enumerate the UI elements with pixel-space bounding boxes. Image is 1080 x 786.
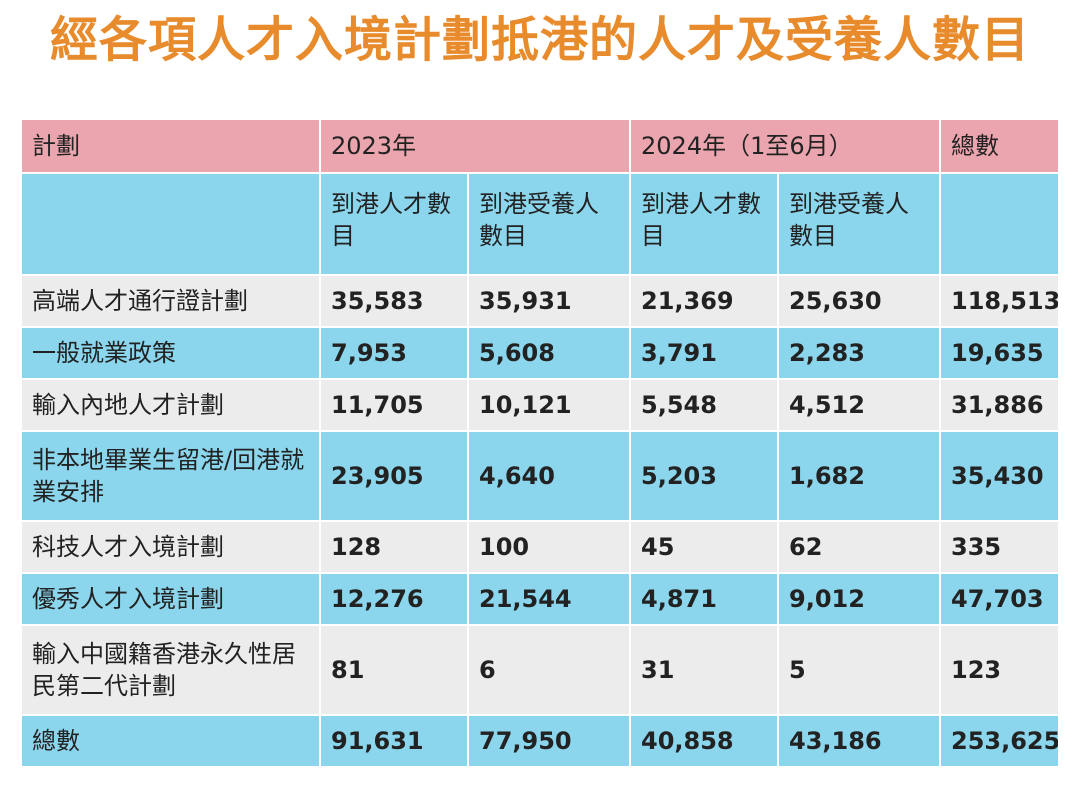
cell-talent-2023: 12,276 [320,573,469,626]
table-row: 非本地畢業生留港/回港就業安排 23,905 4,640 5,203 1,682… [22,431,1059,522]
header-2023-talent: 到港人才數目 [320,173,469,276]
header-total: 總數 [940,120,1059,174]
cell-dependant-2023: 5,608 [468,327,632,380]
cell-total: 335 [940,521,1059,574]
cell-talent-2023: 11,705 [320,379,469,432]
table-row-total: 總數 91,631 77,950 40,858 43,186 253,625 [22,715,1059,768]
row-plan-name: 優秀人才入境計劃 [22,573,321,626]
header-2023-dependant: 到港受養人數目 [468,173,632,276]
table-row: 科技人才入境計劃 128 100 45 62 335 [22,521,1059,574]
row-plan-name: 科技人才入境計劃 [22,521,321,574]
cell-total: 19,635 [940,327,1059,380]
table-row: 高端人才通行證計劃 35,583 35,931 21,369 25,630 11… [22,275,1059,328]
row-plan-name: 輸入中國籍香港永久性居民第二代計劃 [22,625,321,716]
cell-talent-2023: 91,631 [320,715,469,768]
cell-dependant-2024: 5 [778,625,942,716]
header-2024-dependant: 到港受養人數目 [778,173,942,276]
cell-total: 123 [940,625,1059,716]
cell-total: 47,703 [940,573,1059,626]
cell-talent-2024: 3,791 [630,327,780,380]
cell-talent-2024: 45 [630,521,780,574]
header-plan: 計劃 [22,120,321,174]
cell-total: 253,625 [940,715,1059,768]
cell-dependant-2024: 43,186 [778,715,942,768]
cell-dependant-2024: 9,012 [778,573,942,626]
cell-dependant-2023: 100 [468,521,632,574]
cell-talent-2023: 81 [320,625,469,716]
cell-dependant-2023: 21,544 [468,573,632,626]
header-2024-talent: 到港人才數目 [630,173,780,276]
table-row: 輸入中國籍香港永久性居民第二代計劃 81 6 31 5 123 [22,625,1059,716]
row-plan-name: 非本地畢業生留港/回港就業安排 [22,431,321,522]
cell-talent-2024: 5,203 [630,431,780,522]
header-empty-total-cell [940,173,1059,276]
header-empty-cell [22,173,321,276]
header-year-2023: 2023年 [320,120,632,174]
row-plan-name: 高端人才通行證計劃 [22,275,321,328]
cell-talent-2023: 128 [320,521,469,574]
cell-talent-2024: 21,369 [630,275,780,328]
cell-talent-2023: 35,583 [320,275,469,328]
table-row: 一般就業政策 7,953 5,608 3,791 2,283 19,635 [22,327,1059,380]
cell-total: 31,886 [940,379,1059,432]
table-row: 優秀人才入境計劃 12,276 21,544 4,871 9,012 47,70… [22,573,1059,626]
cell-dependant-2023: 77,950 [468,715,632,768]
cell-talent-2024: 5,548 [630,379,780,432]
header-year-2024: 2024年（1至6月） [630,120,942,174]
cell-total: 35,430 [940,431,1059,522]
talent-table: 計劃 2023年 2024年（1至6月） 總數 到港人才數目 到港受養人數目 到… [22,120,1059,768]
cell-dependant-2023: 35,931 [468,275,632,328]
page-title: 經各項人才入境計劃抵港的人才及受養人數目 [49,12,1030,68]
cell-talent-2024: 31 [630,625,780,716]
cell-dependant-2024: 1,682 [778,431,942,522]
row-plan-name: 總數 [22,715,321,768]
cell-dependant-2023: 4,640 [468,431,632,522]
cell-dependant-2023: 10,121 [468,379,632,432]
row-plan-name: 一般就業政策 [22,327,321,380]
table-row: 輸入內地人才計劃 11,705 10,121 5,548 4,512 31,88… [22,379,1059,432]
cell-dependant-2024: 4,512 [778,379,942,432]
cell-dependant-2024: 2,283 [778,327,942,380]
cell-dependant-2024: 25,630 [778,275,942,328]
cell-total: 118,513 [940,275,1059,328]
cell-talent-2023: 7,953 [320,327,469,380]
cell-dependant-2024: 62 [778,521,942,574]
header-row-subcolumns: 到港人才數目 到港受養人數目 到港人才數目 到港受養人數目 [22,173,1059,276]
row-plan-name: 輸入內地人才計劃 [22,379,321,432]
cell-talent-2024: 4,871 [630,573,780,626]
cell-talent-2023: 23,905 [320,431,469,522]
cell-talent-2024: 40,858 [630,715,780,768]
cell-dependant-2023: 6 [468,625,632,716]
header-row-years: 計劃 2023年 2024年（1至6月） 總數 [22,120,1059,174]
